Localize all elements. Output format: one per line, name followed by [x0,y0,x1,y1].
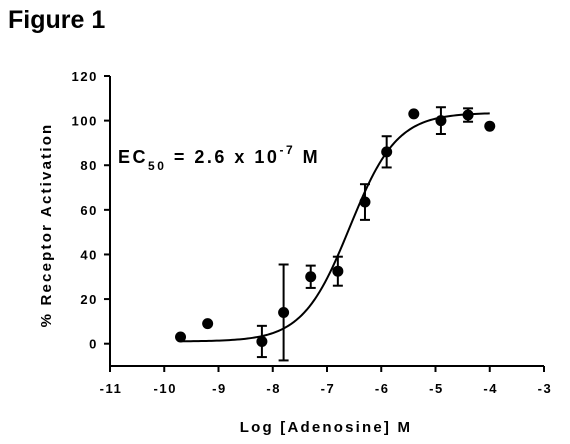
y-tick-label: 20 [80,292,98,307]
x-tick-label: -10 [153,381,177,396]
data-point [359,196,371,208]
axes: -11 -10 -9 -8 -7 -6 -5 -4 -3 0 20 40 60 80 100 120 [72,69,553,396]
x-axis-title: Log [Adenosine] M [240,419,412,436]
y-tick-label: 0 [89,337,98,352]
x-tick-label: -6 [375,381,390,396]
y-tick-label: 100 [72,114,99,129]
x-tick-label: -9 [212,381,227,396]
ec50-annotation: EC50 = 2.6 x 10-7 M [118,143,320,173]
data-point [408,108,420,120]
y-axis-title: % Receptor Activation [38,123,55,328]
data-point [484,120,496,132]
data-point [381,146,393,158]
data-point [175,331,187,343]
data-point [202,318,214,330]
data-point [332,265,344,277]
y-tick-label: 120 [72,69,99,84]
data-point [462,109,474,121]
ec50-base: EC [118,147,148,167]
y-tick-label: 40 [80,247,98,262]
data-point [278,306,290,318]
figure-title: Figure 1 [8,6,106,34]
ec50-equals: = 2.6 x 10 [166,147,279,167]
error-bars-layer [256,106,474,362]
y-tick-label: 80 [80,158,98,173]
x-tick-label: -11 [100,381,123,396]
data-point [305,271,317,283]
x-tick-label: -4 [483,381,498,396]
x-tick-label: -3 [538,381,553,396]
x-tick-label: -5 [429,381,444,396]
y-tick-label: 60 [80,203,98,218]
x-tick-label: -8 [266,381,281,396]
data-point [435,115,447,127]
ec50-unit: M [295,147,320,167]
ec50-subscript: 50 [148,159,166,173]
ec50-exponent: -7 [279,143,295,157]
x-tick-label: -7 [321,381,336,396]
data-points-layer [175,108,496,347]
data-point [256,335,268,347]
